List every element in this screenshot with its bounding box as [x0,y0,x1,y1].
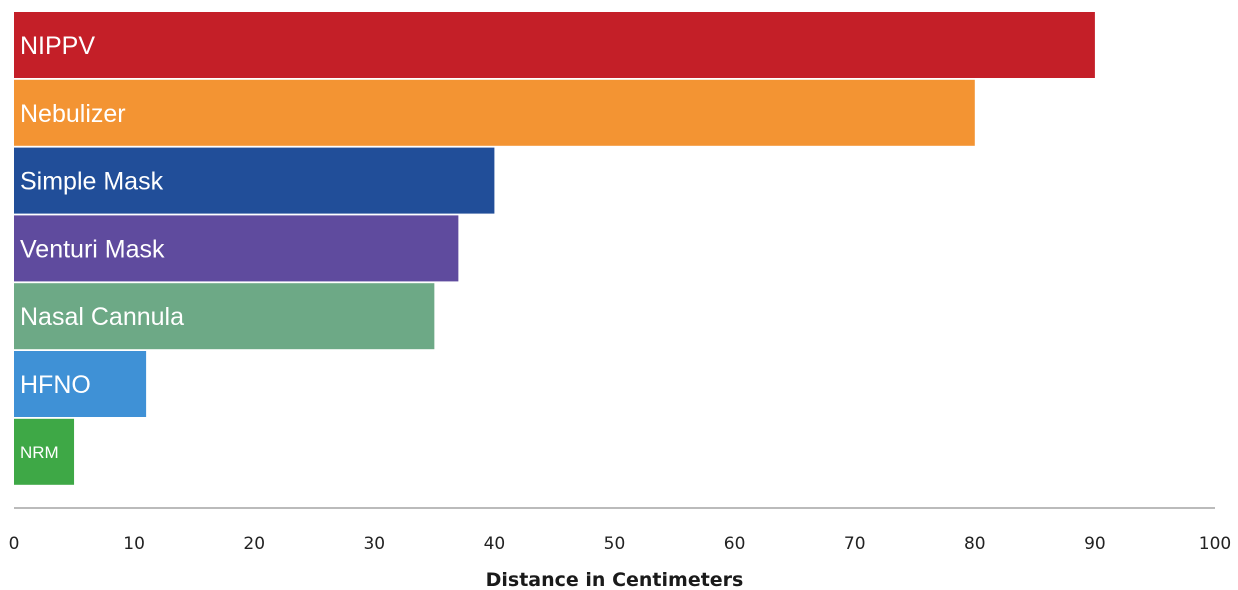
x-tick-labels: 0 10 20 30 40 50 60 70 80 90 100 [9,534,1232,554]
x-tick-label-50: 50 [604,534,626,554]
x-axis-title: Distance in Centimeters [486,569,744,590]
bars-group: NIPPV Nebulizer Simple Mask Venturi Mask Nas… [14,12,1095,485]
bar-label-venturi-mask: Venturi Mask [20,235,165,263]
bar-hfno [14,351,147,417]
bar-nippv [14,12,1095,78]
bar-label-nippv: NIPPV [20,32,95,60]
bar-label-nasal-cannula: Nasal Cannula [20,303,184,331]
bar-nebulizer [14,79,975,146]
bar-simple-mask [14,147,495,214]
x-tick-label-30: 30 [363,534,385,554]
bar-label-simple-mask: Simple Mask [20,168,164,196]
bar-nrm [14,418,75,485]
bar-label-nebulizer: Nebulizer [20,100,126,128]
x-tick-label-40: 40 [484,534,506,554]
bar-venturi-mask [14,215,459,282]
x-tick-label-90: 90 [1084,534,1106,554]
bar-nasal-cannula [14,283,435,350]
x-tick-label-10: 10 [123,534,145,554]
x-tick-label-20: 20 [243,534,265,554]
x-tick-label-100: 100 [1199,534,1231,554]
x-tick-label-60: 60 [724,534,746,554]
x-tick-label-80: 80 [964,534,986,554]
bar-label-nrm: NRM [20,443,59,462]
bar-label-hfno: HFNO [20,371,91,399]
x-tick-label-70: 70 [844,534,866,554]
x-tick-label-0: 0 [9,534,20,554]
